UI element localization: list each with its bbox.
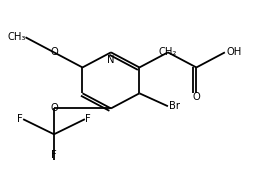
Text: Br: Br	[169, 101, 180, 111]
Text: O: O	[192, 92, 200, 102]
Text: O: O	[50, 103, 58, 113]
Text: N: N	[107, 54, 115, 64]
Text: F: F	[85, 114, 91, 124]
Text: O: O	[50, 47, 58, 57]
Text: OH: OH	[226, 47, 241, 57]
Text: F: F	[51, 150, 57, 160]
Text: CH₂: CH₂	[159, 47, 177, 57]
Text: CH₃: CH₃	[7, 32, 25, 42]
Text: F: F	[17, 114, 23, 124]
